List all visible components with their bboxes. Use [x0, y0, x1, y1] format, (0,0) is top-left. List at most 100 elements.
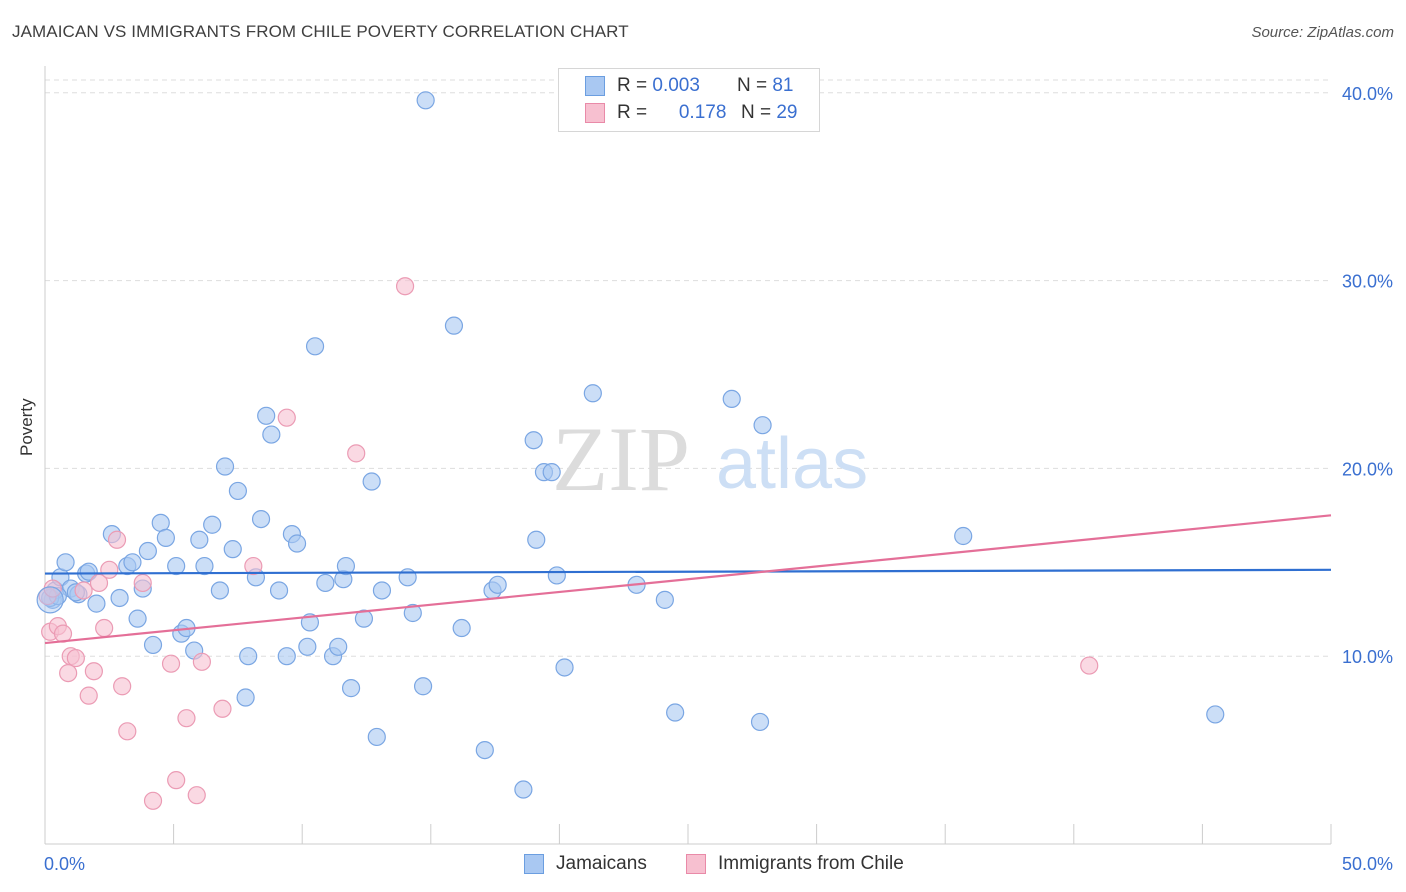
legend-row-jamaicans: R = 0.003 N = 81 [585, 75, 793, 97]
jamaican-trend-line [44, 568, 1332, 575]
jamaican-point [156, 528, 175, 547]
chile-point [66, 648, 85, 668]
jamaican-point [336, 556, 356, 576]
watermark-atlas: atlas [716, 424, 868, 504]
jamaican-point [123, 553, 142, 572]
jamaican-point [87, 594, 106, 613]
chart-title: JAMAICAN VS IMMIGRANTS FROM CHILE POVERT… [12, 22, 629, 41]
chart-source: Source: ZipAtlas.com [1251, 24, 1394, 41]
jamaican-point [403, 603, 422, 623]
chile-point [100, 560, 119, 579]
jamaican-point [341, 679, 361, 698]
jamaican-point [1206, 705, 1225, 724]
jamaican-point [354, 609, 374, 628]
jamaican-point [753, 416, 772, 435]
jamaican-point [452, 618, 471, 638]
trend-lines [44, 514, 1332, 645]
chile-point [113, 677, 132, 696]
axes [44, 66, 1332, 845]
jamaican-point [542, 463, 561, 482]
chile-point [192, 652, 211, 671]
chile-point [59, 663, 78, 683]
jamaican-point [56, 553, 75, 572]
legend-n-value: 81 [772, 75, 794, 96]
jamaican-point [257, 406, 276, 425]
jamaican-point [666, 703, 685, 722]
y-tick-label: 10.0% [1342, 647, 1393, 667]
legend-r-value: 0.178 [678, 102, 727, 123]
chile-point [177, 709, 196, 728]
jamaican-point [110, 588, 129, 608]
legend-n-value: 29 [776, 102, 798, 123]
jamaican-point [444, 316, 464, 335]
chile-point [1080, 656, 1099, 675]
jamaican-point [228, 481, 247, 501]
jamaican-point [151, 513, 170, 532]
chile-point [133, 573, 152, 593]
jamaican-point [167, 556, 186, 576]
jamaican-point [527, 530, 546, 549]
y-axis-label: Poverty [17, 398, 36, 456]
jamaican-point [488, 575, 507, 594]
jamaican-point [210, 581, 229, 600]
legend-r-value: 0.003 [652, 75, 700, 96]
legend-r-label: R = [617, 102, 648, 123]
y-tick-label: 40.0% [1342, 84, 1393, 104]
jamaican-point [398, 568, 417, 587]
jamaican-point [524, 431, 543, 450]
jamaican-point [329, 637, 348, 656]
jamaican-point [239, 647, 258, 666]
jamaican-point [143, 635, 163, 655]
jamaican-point [223, 540, 242, 559]
legend-n-label: N = [740, 102, 772, 123]
watermark: ZIP atlas [552, 408, 868, 510]
legend-swatch-blue [585, 76, 605, 96]
bottom-legend-chile: Immigrants from Chile [686, 852, 904, 876]
data-points [36, 91, 1225, 810]
chile-point [84, 662, 103, 681]
chile-point [347, 444, 366, 463]
correlation-legend: R = 0.003 N = 81 R = 0.178 N = 29 [558, 68, 820, 132]
legend-swatch-blue [524, 854, 544, 874]
jamaican-point [722, 389, 741, 409]
legend-label-jamaicans: Jamaicans [556, 853, 647, 874]
chile-trend-line [44, 514, 1332, 645]
jamaican-point [236, 688, 255, 707]
legend-r-label: R = [617, 75, 648, 96]
chile-point [167, 771, 186, 790]
jamaican-point [954, 526, 973, 546]
chile-point [277, 408, 296, 427]
chile-point [74, 581, 93, 600]
chile-point [244, 556, 263, 576]
jamaican-point [362, 472, 381, 491]
jamaican-cluster-point [36, 586, 64, 614]
legend-label-chile: Immigrants from Chile [718, 853, 904, 874]
jamaican-point [128, 609, 147, 628]
jamaican-point [367, 727, 386, 747]
jamaican-point [514, 780, 533, 799]
jamaican-point [251, 509, 271, 529]
jamaican-point [215, 457, 235, 476]
bottom-legend-jamaicans: Jamaicans [524, 852, 647, 876]
jamaican-point [372, 581, 392, 600]
jamaican-point [277, 647, 296, 666]
jamaican-point [475, 740, 494, 760]
chile-point [395, 277, 415, 296]
jamaican-point [305, 337, 325, 356]
chile-point [107, 530, 127, 549]
x-tick-label: 50.0% [1342, 854, 1393, 874]
jamaican-point [79, 562, 98, 581]
legend-n-label: N = [736, 75, 768, 96]
jamaican-point [750, 712, 770, 732]
watermark-zip: ZIP [552, 408, 690, 510]
y-tick-label: 30.0% [1342, 272, 1393, 292]
jamaican-point [413, 677, 433, 696]
jamaican-point [190, 530, 209, 549]
y-tick-label: 20.0% [1342, 459, 1393, 479]
tick-labels: 10.0% 20.0% 30.0% 40.0% 0.0% 50.0% [44, 84, 1393, 874]
chile-point [213, 699, 232, 718]
jamaican-point [287, 534, 307, 553]
jamaican-point [138, 541, 157, 561]
chile-point [95, 618, 114, 638]
